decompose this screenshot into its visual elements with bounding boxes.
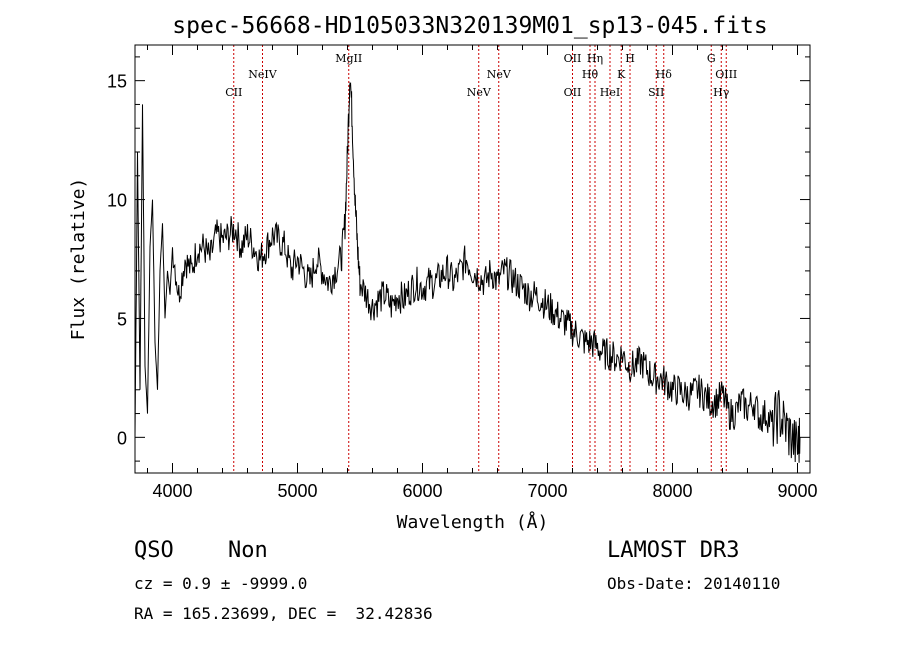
object-class: QSO <box>134 538 174 563</box>
spectral-line-label: MgII <box>335 52 362 65</box>
spectrum-series <box>134 81 801 463</box>
survey-name: LAMOST DR3 <box>607 538 740 563</box>
spectral-line-label: NeV <box>467 86 492 99</box>
spectral-line-label: OIII <box>715 68 737 81</box>
observation-date: Obs-Date: 20140110 <box>607 574 781 593</box>
chart-title: spec-56668-HD105033N320139M01_sp13-045.f… <box>172 13 767 39</box>
y-axis-label: Flux (relative) <box>68 178 89 341</box>
redshift-cz: cz = 0.9 ± -9999.0 <box>134 574 308 593</box>
x-tick-label: 8000 <box>652 481 692 501</box>
spectral-line-label: SII <box>648 86 664 99</box>
spectral-line-label: HeI <box>600 86 620 99</box>
spectral-line-label: K <box>617 68 626 81</box>
x-tick-label: 7000 <box>527 481 567 501</box>
y-tick-label: 5 <box>117 309 127 329</box>
y-tick-label: 15 <box>107 72 127 92</box>
y-tick-label: 10 <box>107 191 127 211</box>
x-axis-label: Wavelength (Å) <box>397 511 549 533</box>
spectral-line-label: NeIV <box>248 68 277 81</box>
spectral-line-label: OII <box>564 52 582 65</box>
y-tick-label: 0 <box>117 428 127 448</box>
spectral-line-label: OII <box>564 86 582 99</box>
spectral-line-label: CII <box>225 86 242 99</box>
x-tick-label: 5000 <box>277 481 317 501</box>
spectral-line-label: Hδ <box>656 68 673 81</box>
sky-coordinates: RA = 165.23699, DEC = 32.42836 <box>134 604 433 623</box>
spectral-line-label: G <box>707 52 716 65</box>
x-tick-label: 6000 <box>402 481 442 501</box>
x-tick-label: 4000 <box>152 481 192 501</box>
spectral-line-label: Hγ <box>713 86 730 99</box>
x-tick-label: 9000 <box>777 481 817 501</box>
object-subclass: Non <box>228 538 268 563</box>
spectral-line-label: Hη <box>587 52 603 65</box>
plot-frame <box>134 44 811 474</box>
spectral-line-label: H <box>625 52 635 65</box>
spectral-line-label: Hθ <box>582 68 599 81</box>
spectral-line-label: NeV <box>487 68 512 81</box>
